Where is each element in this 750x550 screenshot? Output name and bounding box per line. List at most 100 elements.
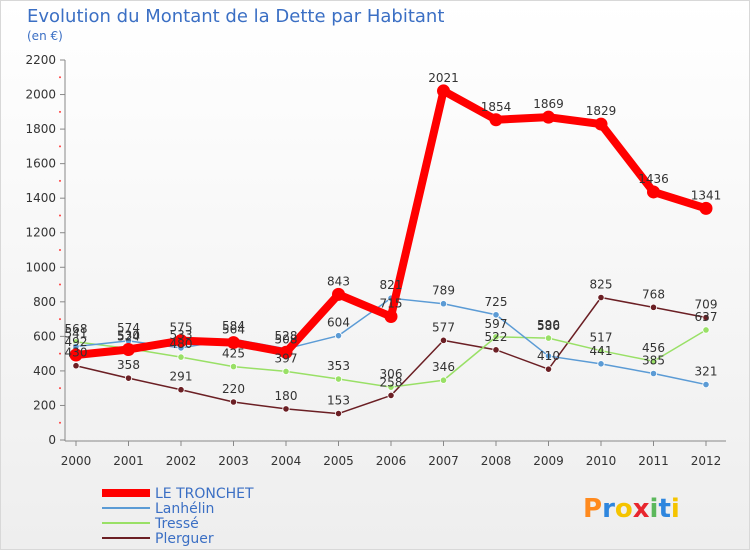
x-tick-label: 2012 <box>691 454 722 468</box>
series-point-2 <box>702 326 710 334</box>
series-point-0 <box>122 342 135 356</box>
x-tick-label: 2004 <box>271 454 302 468</box>
data-label: 715 <box>380 297 403 311</box>
y-minor-mark <box>59 352 61 355</box>
series-point-3 <box>492 346 500 354</box>
data-label: 590 <box>537 318 560 332</box>
series-point-0 <box>437 84 450 98</box>
y-tick-label: 2200 <box>25 53 56 67</box>
data-label: 574 <box>117 321 140 335</box>
data-label: 528 <box>275 329 298 343</box>
data-label: 358 <box>117 358 140 372</box>
series-point-0 <box>594 117 608 131</box>
series-point-0 <box>69 348 83 362</box>
legend-label: Lanhélin <box>155 501 214 517</box>
y-minor-mark <box>59 421 61 424</box>
data-label: 441 <box>590 344 613 358</box>
series-point-2 <box>387 383 395 391</box>
data-label: 709 <box>695 298 718 312</box>
series-point-0 <box>489 113 503 127</box>
legend-label: Plerguer <box>155 531 214 547</box>
logo-letter: x <box>633 494 650 524</box>
series-point-3 <box>544 365 553 373</box>
series-point-0 <box>542 110 555 124</box>
y-tick-label: 600 <box>33 329 56 343</box>
data-label: 533 <box>170 328 193 342</box>
legend-label: LE TRONCHET <box>155 486 254 502</box>
data-label: 1436 <box>638 172 669 186</box>
series-point-2 <box>492 333 500 341</box>
series-point-1 <box>702 380 710 389</box>
y-minor-mark <box>59 318 61 321</box>
data-label: 153 <box>327 394 350 408</box>
data-label: 825 <box>590 278 613 292</box>
y-minor-mark <box>59 76 61 79</box>
series-point-2 <box>649 357 658 365</box>
x-tick-label: 2009 <box>533 454 564 468</box>
data-label: 180 <box>275 389 298 403</box>
data-label: 524 <box>117 329 140 343</box>
y-ticks: 0 200 400 600 800 1000 1200 1400 1600 1800 2000 220… <box>25 53 65 447</box>
data-label: 321 <box>695 365 718 379</box>
series-point-0 <box>227 336 240 350</box>
y-minor-mark <box>59 387 61 390</box>
series-point-3 <box>702 313 710 322</box>
series-point-0 <box>174 334 188 348</box>
data-label: 456 <box>642 341 665 355</box>
series-point-3 <box>72 362 80 370</box>
data-label: 1341 <box>691 188 722 202</box>
y-tick-label: 1200 <box>25 226 56 240</box>
y-minor-mark <box>59 283 61 286</box>
series-point-3 <box>124 374 133 382</box>
data-label: 517 <box>590 331 613 345</box>
series-point-1 <box>492 311 500 319</box>
series-point-2 <box>229 362 238 371</box>
x-tick-label: 2010 <box>586 454 617 468</box>
logo-letter: i <box>671 494 680 524</box>
series-point-1 <box>544 352 553 360</box>
data-labels: 492 524 575 564 508 843 715 2021 1854 1869 1829 143… <box>65 71 722 408</box>
data-label: 1869 <box>533 97 564 111</box>
series-point-3 <box>387 391 395 400</box>
series-point-3 <box>282 405 290 413</box>
series-point-0 <box>279 345 293 359</box>
series-layer <box>69 84 713 418</box>
legend-label: Tressé <box>154 516 199 532</box>
x-tick-label: 2002 <box>166 454 197 468</box>
data-label: 291 <box>170 370 193 384</box>
data-label: 604 <box>327 316 350 330</box>
data-label: 1829 <box>586 104 617 118</box>
data-label: 397 <box>275 351 298 365</box>
data-label: 1854 <box>481 100 512 114</box>
y-tick-label: 1000 <box>25 260 56 274</box>
series-point-2 <box>544 334 553 342</box>
y-minor-mark <box>59 214 61 217</box>
x-tick-label: 2008 <box>481 454 512 468</box>
y-tick-label: 2000 <box>25 88 56 102</box>
series-point-3 <box>649 303 658 311</box>
chart-subtitle: (en €) <box>27 29 63 43</box>
data-label: 346 <box>432 360 455 374</box>
logo-letter: o <box>615 494 633 524</box>
data-label: 577 <box>432 320 455 334</box>
x-tick-label: 2001 <box>113 454 144 468</box>
data-label: 522 <box>485 330 508 344</box>
data-label: 564 <box>222 323 245 337</box>
data-label: 353 <box>327 359 350 373</box>
series-point-2 <box>282 367 290 376</box>
series-point-3 <box>597 293 605 302</box>
data-label: 430 <box>65 346 88 360</box>
y-tick-label: 1600 <box>25 157 56 171</box>
y-minor-mark <box>59 145 61 148</box>
series-point-0 <box>647 185 660 199</box>
series-point-1 <box>439 300 448 308</box>
series-point-2 <box>334 375 343 383</box>
data-label: 508 <box>275 332 298 346</box>
series-point-2 <box>177 353 185 361</box>
series-point-0 <box>332 287 345 301</box>
data-label: 575 <box>170 321 193 335</box>
proxiti-logo: Proxiti <box>583 494 680 524</box>
